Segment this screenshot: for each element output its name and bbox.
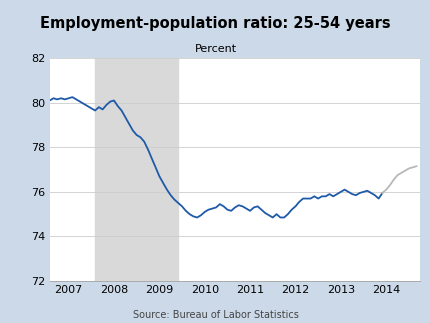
- Bar: [95, 58, 178, 281]
- Text: Source: Bureau of Labor Statistics: Source: Bureau of Labor Statistics: [132, 310, 298, 320]
- Text: Employment-population ratio: 25-54 years: Employment-population ratio: 25-54 years: [40, 16, 390, 31]
- Text: Percent: Percent: [194, 44, 236, 54]
